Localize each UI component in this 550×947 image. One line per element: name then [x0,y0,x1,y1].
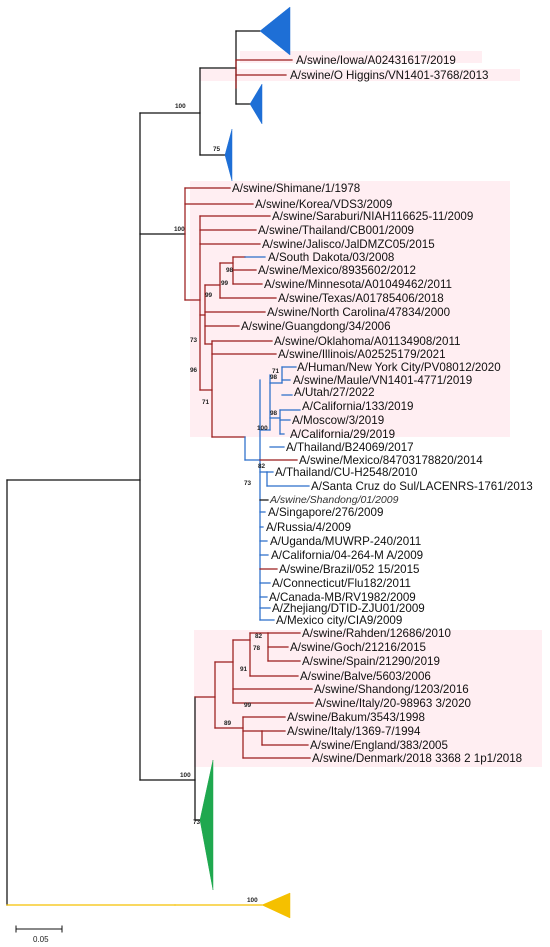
taxon-label: A/Santa Cruz do Sul/LACENRS-1761/2013 [311,480,533,493]
taxon-label: A/South Dakota/03/2008 [268,251,394,264]
taxon-label: A/swine/Balve/5603/2006 [300,670,431,683]
scale-bar-label: 0.05 [33,935,49,944]
taxon-label: A/Thailand/B24069/2017 [286,441,414,454]
taxon-label: A/swine/Mexico/8935602/2012 [258,264,416,277]
taxon-label: A/swine/Guangdong/34/2006 [241,320,391,333]
taxon-label: A/swine/Rahden/12686/2010 [302,627,451,640]
bootstrap-value: 100 [174,226,185,233]
taxon-label: A/swine/Thailand/CB001/2009 [258,224,414,237]
taxon-label: A/California/133/2019 [302,400,414,413]
taxon-label: A/California/29/2019 [290,428,395,441]
taxon-label: A/Singapore/276/2009 [268,506,383,519]
taxon-label: A/swine/Bakum/3543/1998 [287,711,425,724]
bootstrap-value: 71 [202,399,210,406]
taxon-label: A/swine/Maule/VN1401-4771/2019 [293,374,472,387]
bootstrap-value: 99 [244,702,252,709]
taxon-label: A/Thailand/CU-H2548/2010 [275,466,417,479]
collapsed-clade-triangle [259,6,291,56]
collapsed-clade-triangle [224,128,233,182]
clade1-highlight [240,51,482,63]
taxon-label: A/swine/Spain/21290/2019 [302,655,440,668]
bootstrap-value: 91 [240,666,248,673]
taxon-label: A/swine/England/383/2005 [310,739,448,752]
collapsed-clade-triangle [261,892,291,919]
taxon-label: A/swine/Brazil/052 15/2015 [279,563,420,576]
red-clade-highlight [190,181,510,437]
bootstrap-value: 100 [257,425,268,432]
bootstrap-value: 98 [270,374,278,381]
collapsed-clade-triangle [199,759,214,891]
collapsed-clade-triangle [249,83,263,125]
taxon-label: A/swine/Italy/1369-7/1994 [287,725,421,738]
taxon-label: A/swine/Shandong/01/2009 [269,494,399,506]
taxon-label: A/swine/Jalisco/JalDMZC05/2015 [262,238,435,251]
taxon-label: A/swine/Saraburi/NIAH116625-11/2009 [272,210,473,223]
taxon-label: A/Connecticut/Flu182/2011 [272,577,411,590]
bootstrap-value: 99 [221,280,229,287]
taxon-label: A/swine/Oklahoma/A01134908/2011 [274,335,460,348]
taxon-label: A/Human/New York City/PV08012/2020 [297,361,501,374]
taxon-label: A/swine/Goch/21216/2015 [290,641,426,654]
bootstrap-value: 100 [180,772,191,779]
bootstrap-value: 75 [213,146,221,153]
bootstrap-value: 73 [244,480,252,487]
taxon-label: A/Mexico city/CIA9/2009 [276,614,402,627]
taxon-label: A/swine/Texas/A01785406/2018 [278,292,444,305]
bootstrap-value: 73 [190,337,198,344]
taxon-label: A/Zhejiang/DTID-ZJU01/2009 [272,602,425,615]
taxon-label: A/Moscow/3/2019 [292,414,384,427]
bootstrap-value: 96 [190,367,198,374]
bootstrap-value: 78 [253,645,261,652]
eu-clade-highlight [194,630,542,767]
bootstrap-value: 71 [272,368,280,375]
taxon-label: A/Utah/27/2022 [294,386,375,399]
bootstrap-value: 82 [255,633,263,640]
bootstrap-value: 99 [205,292,213,299]
bootstrap-value: 98 [226,267,234,274]
bootstrap-value: 100 [247,897,258,904]
bootstrap-value: 73 [193,819,201,826]
bootstrap-value: 89 [224,720,232,727]
taxon-label: A/swine/Iowa/A02431617/2019 [296,54,456,67]
taxon-label: A/swine/O Higgins/VN1401-3768/2013 [290,69,489,82]
clade1-highlight [200,69,520,81]
bootstrap-value: 100 [175,103,186,110]
taxon-label: A/swine/Minnesota/A01049462/2011 [264,278,452,291]
taxon-label: A/Canada-MB/RV1982/2009 [269,591,416,604]
taxon-label: A/swine/North Carolina/47834/2000 [267,306,450,319]
bootstrap-value: 82 [258,463,266,470]
taxon-label: A/swine/Korea/VDS3/2009 [255,198,392,211]
taxon-label: A/swine/Illinois/A02525179/2021 [278,348,446,361]
taxon-label: A/Russia/4/2009 [266,521,351,534]
taxon-label: A/Uganda/MUWRP-240/2011 [270,535,421,548]
bootstrap-value: 98 [270,410,278,417]
taxon-label: A/swine/Mexico/84703178820/2014 [299,454,483,467]
taxon-label: A/swine/Shimane/1/1978 [232,182,360,195]
taxon-label: A/swine/Italy/20-98963 3/2020 [315,697,471,710]
taxon-label: A/swine/Shandong/1203/2016 [314,683,469,696]
taxon-label: A/California/04-264-M A/2009 [271,549,423,562]
taxon-label: A/swine/Denmark/2018 3368 2 1p1/2018 [312,752,522,765]
